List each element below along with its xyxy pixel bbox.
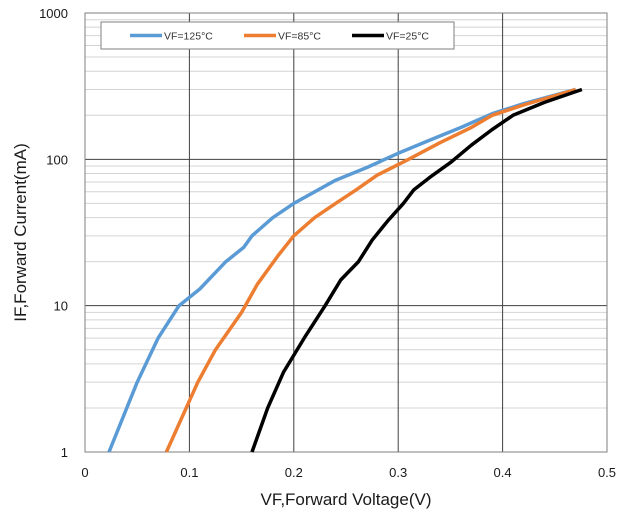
series-line-1 [107, 87, 577, 453]
plot-area-frame [84, 12, 608, 453]
x-tick-label: 0 [81, 465, 88, 480]
minor-gridlines [85, 19, 607, 409]
legend-label-2: VF=85°C [278, 31, 321, 43]
x-axis-tick-labels: 0 0.1 0.2 0.3 0.4 0.5 [81, 465, 616, 480]
legend-label-3: VF=25°C [386, 31, 429, 43]
series-layer [107, 87, 583, 453]
series-line-3 [250, 87, 583, 453]
y-axis-tick-labels: 1 10 100 1000 [39, 6, 68, 460]
y-tick-label: 100 [46, 152, 68, 167]
series-line-2 [164, 87, 577, 453]
y-tick-label: 10 [54, 299, 68, 314]
x-tick-label: 0.5 [598, 465, 616, 480]
x-tick-label: 0.2 [285, 465, 303, 480]
x-axis-title: VF,Forward Voltage(V) [260, 490, 431, 509]
x-tick-label: 0.3 [389, 465, 407, 480]
x-tick-label: 0.4 [494, 465, 512, 480]
y-tick-label: 1000 [39, 6, 68, 21]
legend: VF=125°C VF=85°C VF=25°C [100, 21, 455, 50]
y-axis-title: IF,Forward Current(mA) [11, 143, 30, 322]
legend-label-1: VF=125°C [164, 31, 213, 43]
x-tick-label: 0.1 [180, 465, 198, 480]
y-tick-label: 1 [61, 445, 68, 460]
